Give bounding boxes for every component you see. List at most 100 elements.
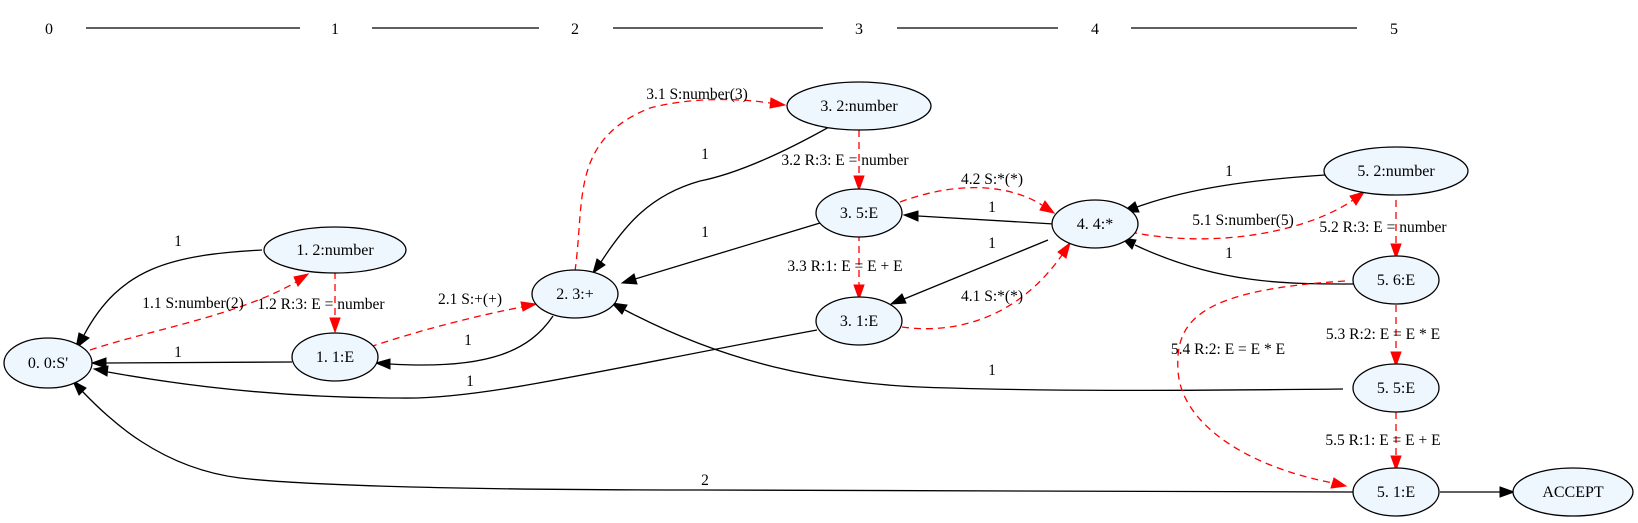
edge-3-2number-to-2 bbox=[600, 126, 830, 263]
step-label-3: 3 bbox=[855, 21, 863, 38]
arrowhead bbox=[1499, 486, 1516, 498]
edge-4-to-3-5E bbox=[917, 215, 1055, 225]
node-3-1-E[interactable]: 3. 1:E bbox=[815, 296, 903, 346]
node-label: 3. 5:E bbox=[840, 205, 878, 222]
step-ruler: 0 1 2 3 4 5 bbox=[45, 21, 1398, 38]
action-edge-5-1 bbox=[1129, 199, 1354, 240]
edge-label: 1 bbox=[466, 373, 474, 390]
action-label: 5.5 R:1: E = E + E bbox=[1325, 432, 1440, 449]
node-5-6-E[interactable]: 5. 6:E bbox=[1352, 255, 1440, 305]
action-edges: 1.1 S:number(2) 1.2 R:3: E = number 2.1 … bbox=[89, 86, 1447, 489]
action-edge-3-1 bbox=[574, 98, 771, 272]
edge-label: 1 bbox=[1225, 163, 1233, 180]
action-label: 5.2 R:3: E = number bbox=[1319, 219, 1447, 236]
arrowhead bbox=[293, 273, 310, 287]
arrowhead bbox=[902, 210, 919, 222]
node-label: 1. 1:E bbox=[316, 349, 354, 366]
edge-label: 1 bbox=[174, 233, 182, 250]
arrowhead bbox=[620, 273, 638, 285]
arrowhead bbox=[1330, 477, 1348, 489]
arrowhead bbox=[1390, 243, 1402, 260]
action-label: 5.4 R:2: E = E * E bbox=[1171, 341, 1285, 358]
edge-label: 1 bbox=[988, 199, 996, 216]
edge-3-1E-to-0 bbox=[107, 329, 818, 399]
step-label-4: 4 bbox=[1091, 21, 1099, 38]
edge-label: 1 bbox=[464, 332, 472, 349]
node-label: 5. 6:E bbox=[1377, 272, 1415, 289]
node-5-5-E[interactable]: 5. 5:E bbox=[1352, 363, 1440, 413]
node-1-1-E[interactable]: 1. 1:E bbox=[291, 332, 379, 382]
edge-label: 1 bbox=[701, 146, 709, 163]
arrowhead bbox=[853, 175, 865, 192]
node-2-3-plus[interactable]: 2. 3:+ bbox=[531, 269, 619, 319]
arrowhead bbox=[75, 332, 90, 350]
node-label: 3. 1:E bbox=[840, 313, 878, 330]
action-label: 3.3 R:1: E = E + E bbox=[787, 258, 902, 275]
node-3-5-E[interactable]: 3. 5:E bbox=[815, 188, 903, 238]
arrowhead bbox=[374, 358, 391, 370]
arrowhead bbox=[610, 302, 628, 315]
arrowhead bbox=[1390, 455, 1402, 472]
step-label-2: 2 bbox=[571, 21, 579, 38]
node-0-0-sprime[interactable]: 0. 0:S' bbox=[3, 337, 93, 389]
goto-edges: 1 1 1 1 1 1 1 1 1 1 bbox=[71, 126, 1516, 498]
node-label: 4. 4:* bbox=[1077, 216, 1113, 233]
edge-label: 1 bbox=[1225, 245, 1233, 262]
arrowhead bbox=[853, 284, 865, 301]
edge-5-6E-to-4 bbox=[1134, 244, 1356, 285]
edge-5-5E-to-2 bbox=[624, 309, 1344, 392]
action-edge-5-4 bbox=[1177, 280, 1346, 484]
action-label: 1.1 S:number(2) bbox=[142, 295, 244, 312]
action-edge-1-1 bbox=[89, 281, 297, 351]
arrowhead bbox=[520, 301, 538, 312]
node-5-2-number[interactable]: 5. 2:number bbox=[1323, 146, 1469, 196]
edge-label: 1 bbox=[701, 224, 709, 241]
arrowhead bbox=[92, 365, 109, 377]
node-label: 0. 0:S' bbox=[28, 355, 68, 372]
action-label: 3.2 R:3: E = number bbox=[781, 152, 909, 169]
action-edge-4-1 bbox=[901, 254, 1063, 330]
arrowhead bbox=[889, 293, 907, 305]
step-label-5: 5 bbox=[1390, 21, 1398, 38]
arrowhead bbox=[90, 357, 107, 369]
step-label-0: 0 bbox=[45, 21, 53, 38]
node-label: 3. 2:number bbox=[820, 98, 898, 115]
arrowhead bbox=[1390, 351, 1402, 368]
arrowhead bbox=[769, 97, 787, 109]
action-label: 2.1 S:+(+) bbox=[438, 291, 502, 308]
node-1-2-number[interactable]: 1. 2:number bbox=[263, 226, 407, 274]
node-label: 5. 1:E bbox=[1377, 484, 1415, 501]
node-label: ACCEPT bbox=[1542, 484, 1604, 501]
action-label: 1.2 R:3: E = number bbox=[257, 296, 385, 313]
edge-label: 1 bbox=[174, 344, 182, 361]
node-label: 5. 2:number bbox=[1357, 163, 1435, 180]
action-edge-4-2 bbox=[899, 186, 1043, 206]
arrowhead bbox=[1039, 200, 1056, 214]
action-label: 4.2 S:*(*) bbox=[961, 171, 1023, 188]
node-label: 2. 3:+ bbox=[556, 286, 593, 303]
arrowhead bbox=[329, 317, 341, 334]
graph-nodes: 0. 0:S' 1. 2:number 1. 1:E 2. 3:+ 3. 2:n… bbox=[3, 81, 1634, 517]
node-4-4-star[interactable]: 4. 4:* bbox=[1051, 199, 1139, 249]
arrowhead bbox=[1057, 241, 1071, 259]
step-label-1: 1 bbox=[331, 21, 339, 38]
arrowhead bbox=[592, 258, 606, 275]
node-5-1-E[interactable]: 5. 1:E bbox=[1352, 467, 1440, 517]
edge-label: 1 bbox=[988, 362, 996, 379]
action-label: 4.1 S:*(*) bbox=[961, 288, 1023, 305]
edge-1-1E-to-0 bbox=[105, 361, 293, 364]
node-label: 5. 5:E bbox=[1377, 380, 1415, 397]
edge-5-2number-to-4 bbox=[1136, 174, 1326, 208]
action-label: 5.1 S:number(5) bbox=[1192, 212, 1294, 229]
node-3-2-number[interactable]: 3. 2:number bbox=[786, 81, 932, 131]
arrowhead bbox=[71, 379, 87, 396]
edge-5-1E-to-0 bbox=[81, 390, 1355, 493]
edge-label: 1 bbox=[988, 235, 996, 252]
edge-4-to-3-1E bbox=[903, 239, 1049, 300]
edge-label: 2 bbox=[701, 472, 709, 489]
node-label: 1. 2:number bbox=[296, 242, 374, 259]
action-label: 3.1 S:number(3) bbox=[646, 86, 748, 103]
edge-3-5E-to-2 bbox=[634, 222, 821, 280]
node-accept[interactable]: ACCEPT bbox=[1512, 467, 1634, 517]
